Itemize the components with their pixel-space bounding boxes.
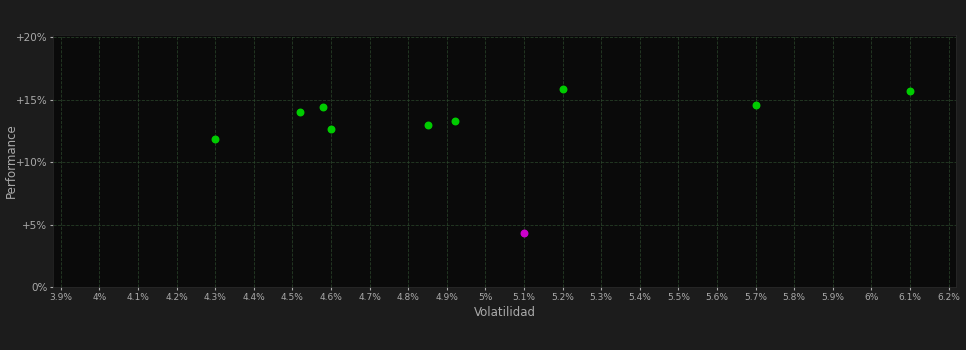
Point [554, 86, 570, 91]
Point [447, 118, 463, 124]
Point [748, 102, 763, 108]
Point [293, 110, 308, 115]
Y-axis label: Performance: Performance [5, 124, 18, 198]
Point [516, 231, 531, 236]
X-axis label: Volatilidad: Volatilidad [473, 306, 536, 319]
Point [902, 88, 918, 94]
Point [420, 122, 436, 128]
Point [208, 136, 223, 141]
Point [324, 126, 339, 131]
Point [316, 105, 331, 110]
